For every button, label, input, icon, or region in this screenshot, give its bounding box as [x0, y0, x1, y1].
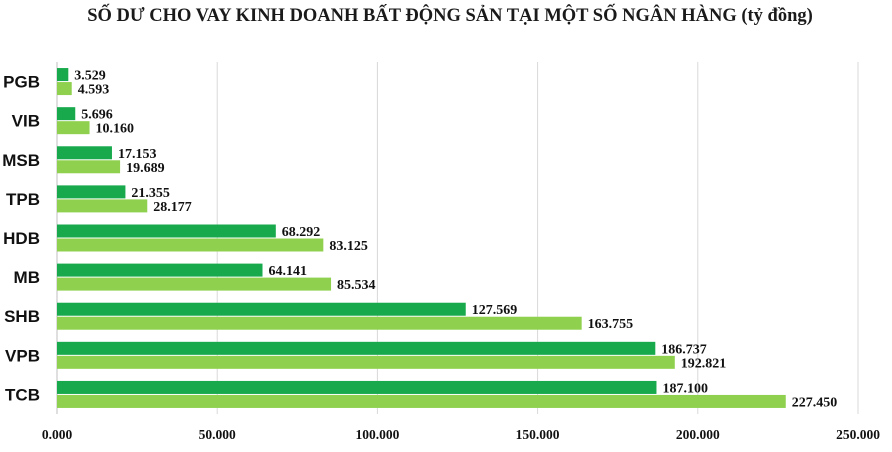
data-label: 227.450 [792, 395, 838, 410]
bar [57, 185, 126, 199]
data-label: 21.355 [131, 186, 170, 201]
bar [57, 380, 657, 394]
category-label: PGB [3, 73, 40, 92]
data-label: 19.689 [126, 161, 165, 176]
data-label: 186.737 [661, 342, 707, 357]
data-label: 187.100 [662, 381, 708, 396]
data-label: 83.125 [329, 239, 368, 254]
data-label: 5.696 [81, 108, 113, 123]
bar [57, 199, 148, 213]
bar [57, 316, 582, 330]
data-label: 163.755 [588, 317, 634, 332]
data-label: 3.529 [74, 69, 106, 84]
data-label: 127.569 [472, 303, 518, 318]
bar [57, 68, 69, 82]
bar [57, 355, 675, 369]
bar [57, 82, 72, 96]
bar [57, 341, 656, 355]
data-label: 28.177 [153, 200, 192, 215]
bar [57, 146, 112, 160]
bar [57, 263, 263, 277]
data-label: 17.153 [118, 147, 157, 162]
bar [57, 160, 121, 174]
bar [57, 238, 324, 252]
data-label: 85.534 [337, 278, 376, 293]
category-label: TPB [6, 190, 40, 209]
data-label: 192.821 [681, 356, 727, 371]
bar [57, 394, 786, 408]
x-tick-label: 0.000 [42, 427, 73, 442]
x-tick-label: 150.000 [516, 427, 560, 442]
category-label: HDB [3, 229, 40, 248]
bar [57, 224, 276, 238]
data-label: 10.160 [96, 122, 135, 137]
bar [57, 107, 76, 121]
category-label: VPB [5, 346, 40, 365]
chart-title: SỐ DƯ CHO VAY KINH DOANH BẤT ĐỘNG SẢN TẠ… [87, 6, 813, 26]
bar [57, 121, 90, 135]
category-label: TCB [5, 385, 40, 404]
x-tick-label: 50.000 [199, 427, 236, 442]
bar [57, 302, 466, 316]
data-label: 64.141 [269, 264, 308, 279]
bar [57, 277, 332, 291]
data-label: 4.593 [78, 83, 110, 98]
category-label: MSB [2, 151, 40, 170]
x-tick-label: 250.000 [836, 427, 880, 442]
x-tick-label: 200.000 [676, 427, 720, 442]
data-label: 68.292 [282, 225, 321, 240]
x-tick-label: 100.000 [355, 427, 399, 442]
category-label: VIB [12, 112, 40, 131]
category-label: SHB [4, 307, 40, 326]
category-label: MB [14, 268, 40, 287]
